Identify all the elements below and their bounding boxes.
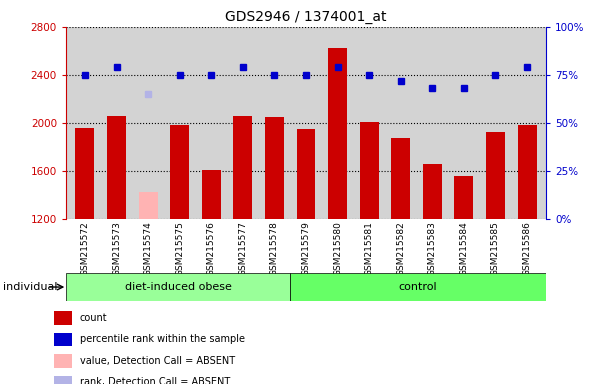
Text: GSM215580: GSM215580 (333, 222, 342, 276)
Text: GSM215582: GSM215582 (396, 222, 405, 276)
Text: GSM215575: GSM215575 (175, 222, 184, 276)
Bar (54, 311, 72, 325)
Text: GSM215573: GSM215573 (112, 222, 121, 276)
Bar (54, 376, 72, 384)
Bar (233, 116, 253, 219)
Text: count: count (79, 313, 107, 323)
Bar (359, 122, 379, 219)
Text: rank, Detection Call = ABSENT: rank, Detection Call = ABSENT (79, 377, 230, 384)
Text: GSM215572: GSM215572 (80, 222, 89, 276)
FancyBboxPatch shape (66, 273, 290, 301)
Bar (265, 117, 284, 219)
Text: value, Detection Call = ABSENT: value, Detection Call = ABSENT (79, 356, 235, 366)
Bar (296, 129, 316, 219)
Title: GDS2946 / 1374001_at: GDS2946 / 1374001_at (225, 10, 387, 25)
Text: GSM215576: GSM215576 (207, 222, 216, 276)
Bar (454, 176, 473, 219)
Text: percentile rank within the sample: percentile rank within the sample (79, 334, 245, 344)
FancyBboxPatch shape (290, 273, 546, 301)
Text: individual: individual (3, 282, 58, 292)
Bar (486, 132, 505, 219)
Text: GSM215584: GSM215584 (460, 222, 469, 276)
Text: GSM215585: GSM215585 (491, 222, 500, 276)
Bar (107, 116, 126, 219)
Text: GSM215581: GSM215581 (365, 222, 374, 276)
Text: GSM215578: GSM215578 (270, 222, 279, 276)
Bar (139, 192, 158, 219)
Bar (328, 48, 347, 219)
Bar (423, 164, 442, 219)
Bar (54, 354, 72, 368)
Bar (54, 333, 72, 346)
Text: control: control (398, 282, 437, 292)
Text: GSM215586: GSM215586 (523, 222, 532, 276)
Bar (170, 125, 189, 219)
Text: GSM215583: GSM215583 (428, 222, 437, 276)
Text: diet-induced obese: diet-induced obese (125, 282, 232, 292)
Text: GSM215574: GSM215574 (143, 222, 152, 276)
Bar (518, 125, 536, 219)
Bar (391, 139, 410, 219)
Bar (202, 170, 221, 219)
Text: GSM215577: GSM215577 (238, 222, 247, 276)
Text: GSM215579: GSM215579 (302, 222, 311, 276)
Bar (76, 127, 94, 219)
